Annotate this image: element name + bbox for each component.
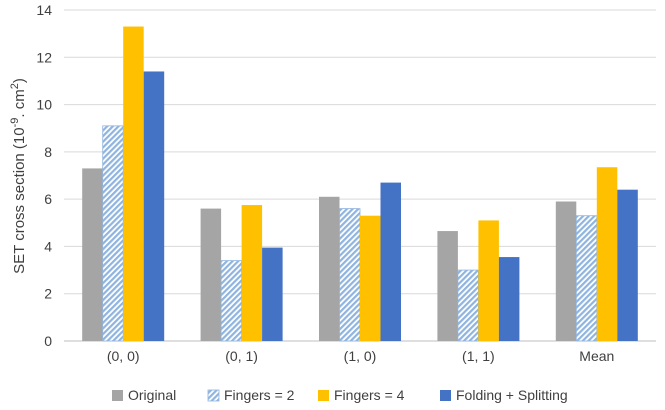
legend-swatch [207,389,220,402]
bar-fingers-4-0 [123,26,144,342]
x-tick-label: (1, 1) [462,348,495,364]
bar-fingers-4-1 [241,205,263,341]
y-tick-label: 12 [36,49,52,65]
legend-label: Folding + Splitting [456,387,568,403]
bar-fingers-2-0 [102,125,124,342]
bar-fingers-4-3 [478,220,499,341]
x-tick-label: (0, 1) [225,348,258,364]
bar-folding-splitting-3 [498,257,520,341]
bar-folding-splitting-4 [617,189,638,341]
bar-fingers-2-3 [457,269,479,342]
y-axis-ticks: 0 2 4 6 8 10 12 14 [36,2,52,349]
bar-original-0 [82,168,103,341]
bar-folding-splitting-2 [380,182,401,341]
bar-original-4 [555,201,577,341]
bar-original-2 [319,196,340,341]
bars [82,26,638,342]
x-tick-label: Mean [579,348,614,364]
x-tick-label: (1, 0) [344,348,377,364]
legend-label: Fingers = 2 [224,387,295,403]
bar-fingers-2-4 [575,215,598,342]
x-axis-ticks: (0, 0) (0, 1) (1, 0) (1, 1) Mean [107,348,614,364]
y-tick-label: 6 [44,191,52,207]
y-axis-label: SET cross section (10-9. cm2) [9,78,28,274]
y-tick-label: 4 [44,238,52,254]
legend-swatch [112,390,123,401]
bar-fingers-4-2 [360,215,381,341]
x-tick-label: (0, 0) [107,348,140,364]
y-tick-label: 10 [36,97,52,113]
bar-fingers-2-1 [220,260,243,342]
bar-fingers-4-4 [596,167,618,341]
legend-label: Fingers = 4 [334,387,405,403]
bar-fingers-2-2 [339,208,361,342]
legend-swatch [318,390,329,401]
y-tick-label: 14 [36,2,52,18]
y-tick-label: 2 [44,286,52,302]
bar-folding-splitting-1 [262,247,283,341]
bar-original-1 [200,208,222,341]
legend-swatch [440,390,451,401]
y-tick-label: 8 [44,144,52,160]
y-tick-label: 0 [44,333,52,349]
bar-folding-splitting-0 [143,71,165,341]
bar-original-3 [437,231,458,341]
legend-label: Original [128,387,176,403]
legend: Original Fingers = 2 Fingers = 4 Folding + … [112,387,568,403]
